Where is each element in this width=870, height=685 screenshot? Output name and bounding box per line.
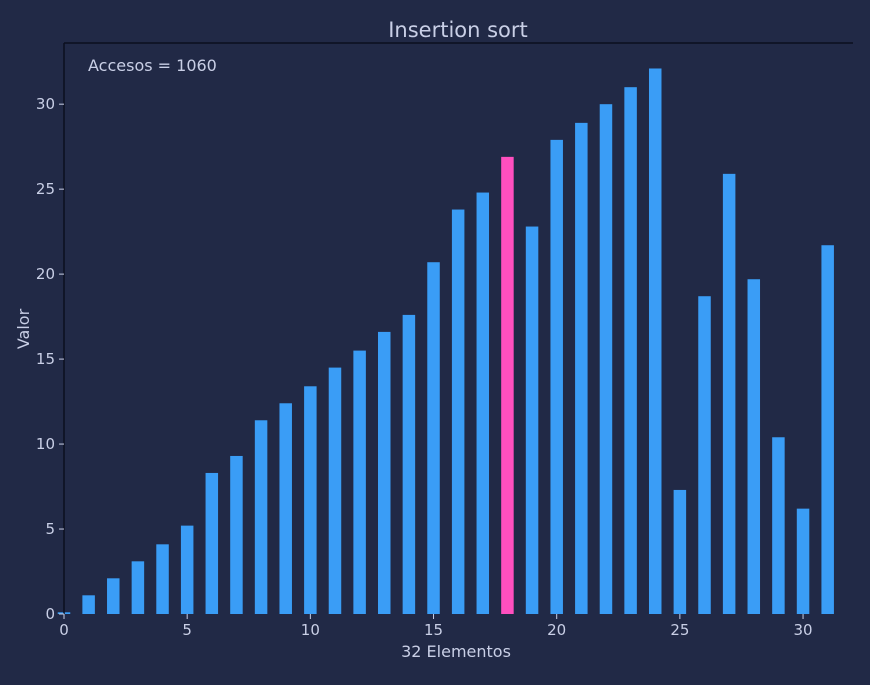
bar [772,437,785,614]
bar [476,192,490,615]
bar [624,87,637,615]
x-tick-label: 0 [59,621,69,639]
bar [378,331,391,614]
bar [230,455,243,614]
y-ticks: 0 5 10 15 20 25 30 [36,95,64,623]
x-tick-label: 5 [182,621,192,639]
x-axis-label: 32 Elementos [401,642,511,661]
x-tick-label: 10 [301,621,320,639]
bar [525,226,539,615]
bar [796,508,810,614]
bar [821,245,834,615]
y-tick-label: 20 [36,265,55,283]
bar [205,472,219,614]
bar [353,350,366,614]
y-tick-label: 30 [36,95,55,113]
bar [304,386,317,614]
bar [550,139,563,614]
x-tick-label: 30 [794,621,813,639]
x-tick-label: 25 [670,621,689,639]
bar [254,420,268,614]
x-tick-label: 20 [547,621,566,639]
y-tick-label: 10 [36,435,55,453]
chart-title: Insertion sort [388,18,528,42]
x-ticks: 0 5 10 15 20 25 30 [59,614,813,639]
bar [599,104,613,615]
bar [698,296,711,614]
bar [156,544,169,614]
x-tick-label: 15 [424,621,443,639]
bar [402,314,416,614]
bar [747,279,761,614]
bar [328,367,342,614]
accesses-annotation: Accesos = 1060 [88,56,217,75]
bar [722,173,736,614]
bar [131,561,145,614]
y-tick-label: 5 [45,520,55,538]
bar-highlighted [501,156,514,615]
bar [451,209,465,615]
bar [673,489,687,614]
bar [648,68,662,615]
bars-layer [57,68,834,615]
y-tick-label: 25 [36,180,55,198]
bar [180,525,194,614]
y-axis-label: Valor [14,308,33,349]
y-tick-label: 0 [45,605,55,623]
bar [279,403,292,614]
bar [82,595,95,614]
bar [107,578,120,614]
bar [427,262,440,614]
bar [575,122,588,615]
y-tick-label: 15 [36,350,55,368]
